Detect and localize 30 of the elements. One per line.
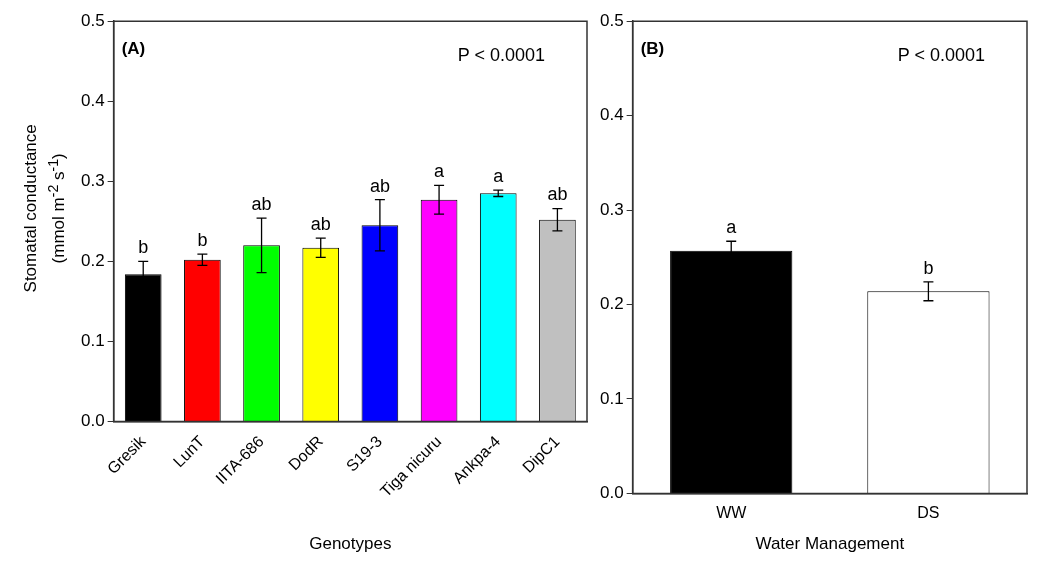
x-tick-label: WW [716, 504, 748, 522]
y-tick-label: 0.4 [599, 105, 624, 125]
y-tick-label: 0.2 [80, 251, 105, 271]
annotation: a [493, 166, 505, 187]
annotation: ab [251, 194, 272, 215]
annotation: b [138, 237, 149, 258]
y-tick-label: 0.3 [599, 199, 624, 219]
annotation: a [434, 161, 446, 182]
annotation: a [726, 217, 738, 238]
annotation: P < 0.0001 [457, 45, 545, 66]
annotation: b [923, 257, 934, 278]
annotation: ab [547, 184, 568, 205]
y-tick-label: 0.5 [599, 10, 624, 30]
annotation: (B) [640, 39, 665, 59]
annotation: b [197, 230, 208, 251]
annotation: ab [310, 214, 331, 235]
y-tick-label: 0.1 [599, 388, 624, 408]
y-tick-label: 0.4 [80, 90, 105, 110]
y-tick-label: 0.2 [599, 294, 624, 314]
annotation: (A) [121, 39, 146, 59]
y-tick-label: 0.1 [80, 331, 105, 351]
y-tick-label: 0.3 [80, 171, 105, 190]
annotation: P < 0.0001 [897, 45, 985, 66]
y-tick-label: 0.5 [80, 10, 105, 30]
x-tick-label: DS [917, 504, 940, 522]
y-tick-label: 0.0 [599, 483, 624, 503]
annotation: ab [369, 175, 390, 196]
x-axis-title: Water Management [755, 534, 905, 554]
y-tick-label: 0.0 [80, 411, 105, 431]
x-axis-title: Genotypes [309, 534, 392, 554]
